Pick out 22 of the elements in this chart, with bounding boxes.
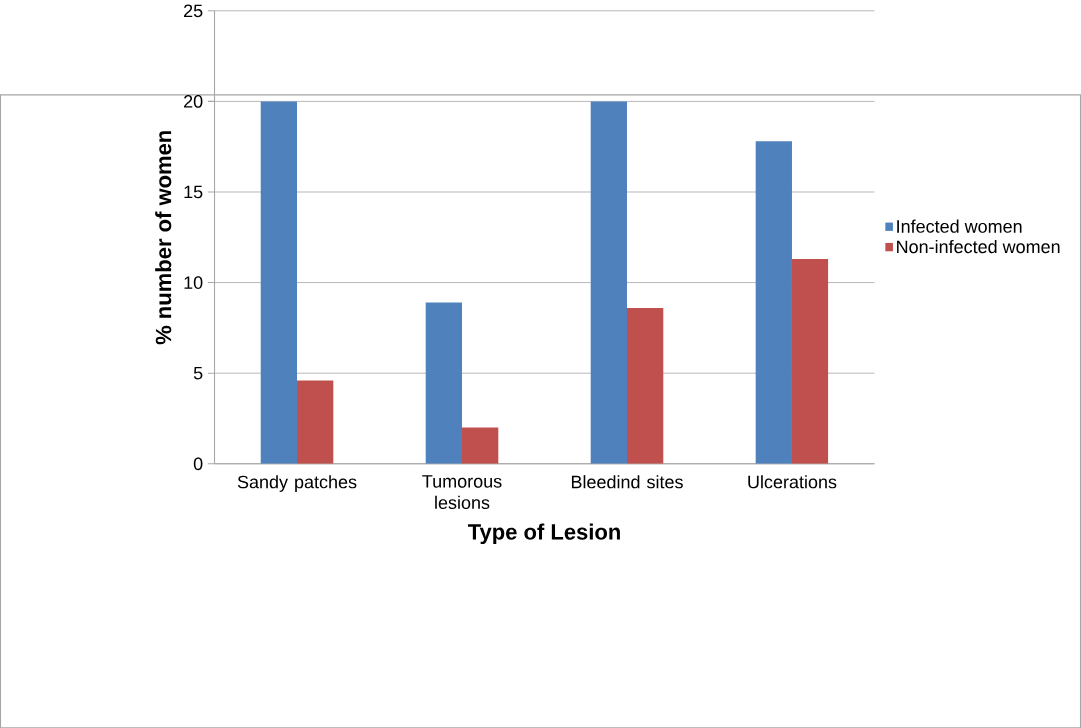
y-axis-title: % number of women (155, 130, 172, 345)
legend-label: Non-infected women (897, 239, 1060, 253)
bar (755, 141, 792, 464)
y-tick-label: 25 (184, 4, 203, 17)
bar (297, 380, 334, 464)
bar (260, 101, 298, 464)
bar (590, 101, 627, 464)
y-tick-label: 15 (184, 185, 203, 199)
y-tick-label: 20 (184, 94, 203, 108)
x-tick-label: Bleedind sites (571, 474, 683, 489)
x-tick-label: Ulcerations (748, 474, 837, 489)
bar (462, 427, 499, 464)
bar (791, 258, 829, 464)
y-tick-label: 5 (193, 366, 203, 380)
legend-label: Infected women (897, 219, 1022, 233)
x-axis-title: Type of Lesion (467, 523, 620, 544)
y-tick-label: 10 (184, 276, 203, 289)
bar (627, 307, 664, 464)
x-tick-label: Sandy patches (237, 474, 357, 492)
y-tick-label: 0 (193, 457, 203, 470)
bar (425, 302, 463, 464)
x-tick-label: Tumorous lesions (422, 474, 502, 509)
